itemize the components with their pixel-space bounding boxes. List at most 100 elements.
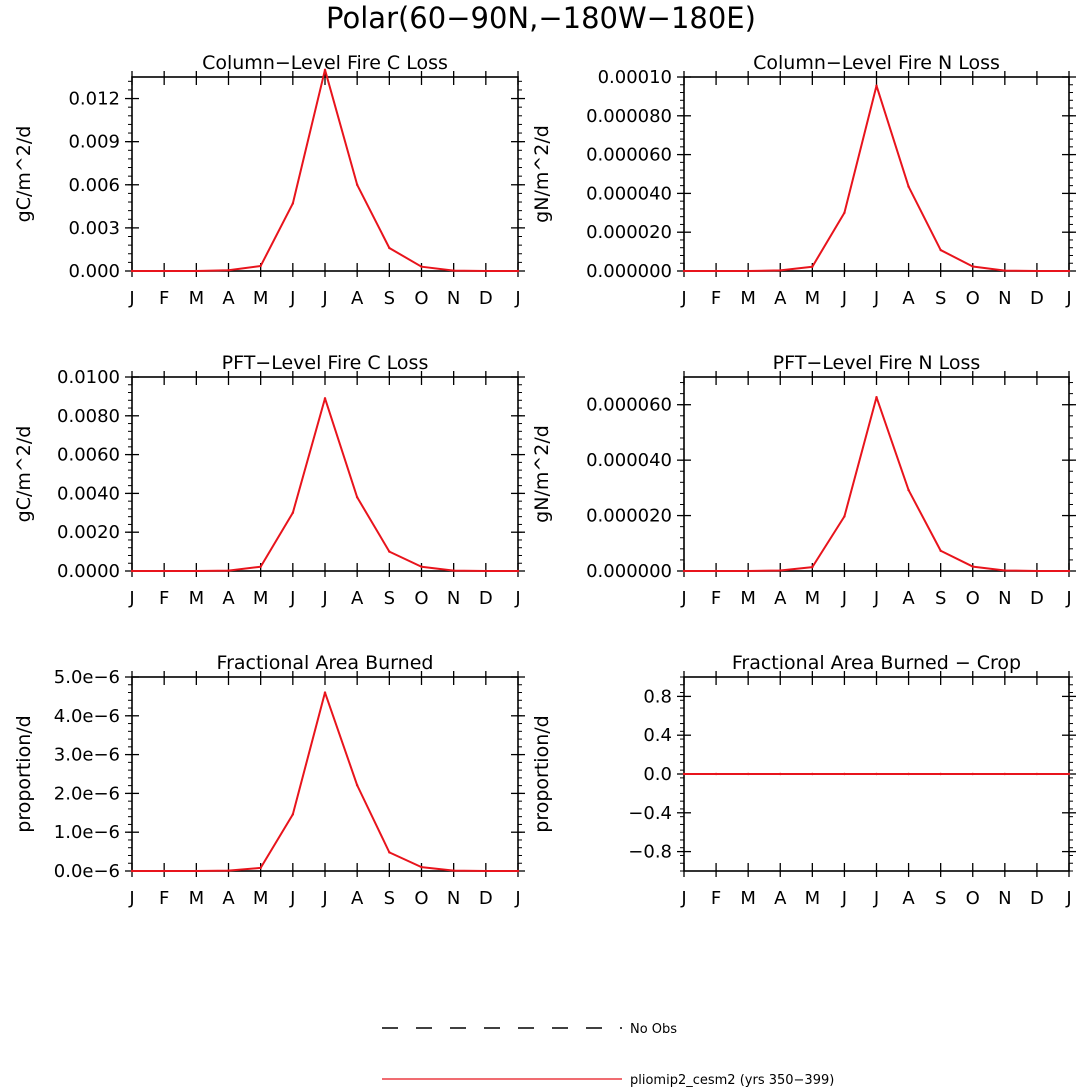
x-tick-label: S [384,588,395,609]
x-tick-label: J [321,588,327,609]
x-tick-label: J [1065,288,1071,309]
x-tick-label: J [321,288,327,309]
x-tick-label: A [902,288,915,309]
data-point [907,772,910,776]
data-point [452,569,455,572]
x-tick-label: M [253,888,269,909]
data-point [746,569,750,573]
x-tick-label: M [253,288,269,309]
data-point [875,772,878,776]
data-point [388,246,391,250]
data-point [1003,569,1007,572]
y-tick-label: 0.8 [643,686,672,707]
x-tick-label: F [159,288,169,309]
x-tick-label: A [351,888,364,909]
y-axis-label: gC/m^2/d [13,126,35,223]
data-point [971,565,974,568]
data-point [323,68,327,72]
x-tick-label: N [447,588,460,609]
x-tick-label: S [935,288,946,309]
y-tick-label: 0.0020 [57,522,120,543]
y-tick-label: 0.012 [68,89,120,110]
y-axis-label: proportion/d [531,715,553,832]
data-point [971,772,974,776]
data-point [1067,772,1071,776]
data-point [259,264,262,268]
x-tick-label: J [841,588,847,609]
x-tick-label: J [680,288,686,309]
data-point [907,488,910,492]
y-axis-label: gN/m^2/d [531,125,553,223]
data-point [355,784,359,787]
panel-title: Column−Level Fire N Loss [753,52,1000,74]
x-tick-label: J [1065,588,1071,609]
y-tick-label: 0.000080 [586,106,672,127]
y-tick-label: 2.0e−6 [54,783,120,804]
y-tick-label: 0.009 [68,132,120,153]
x-tick-label: M [253,588,269,609]
y-tick-label: 0.0e−6 [54,861,120,882]
data-point [227,269,230,272]
x-tick-label: F [711,588,721,609]
x-tick-label: A [222,288,235,309]
y-tick-label: 0.000000 [586,261,672,282]
x-tick-label: O [966,288,980,309]
y-tick-label: −0.8 [628,842,672,863]
data-point [714,269,718,273]
x-tick-label: D [479,888,493,909]
plot-frame [683,76,1070,272]
legend-label: No Obs [630,1022,677,1037]
x-tick-label: J [1065,888,1071,909]
data-point [746,269,750,273]
data-point [516,569,520,573]
x-tick-label: D [479,588,493,609]
data-point [1003,269,1007,272]
x-tick-label: D [1030,288,1044,309]
data-point [259,565,262,568]
x-tick-label: D [1030,888,1044,909]
data-point [811,565,814,569]
data-point [227,569,230,572]
data-point [130,869,134,873]
x-tick-label: N [447,288,460,309]
x-tick-label: S [384,888,395,909]
x-tick-label: S [384,288,395,309]
x-tick-label: J [289,588,295,609]
y-tick-label: 5.0e−6 [54,667,120,688]
x-tick-label: A [774,588,787,609]
data-point [811,265,814,268]
y-tick-label: 0.000040 [586,450,672,471]
y-tick-label: 0.0000 [57,561,120,582]
x-tick-label: F [711,888,721,909]
legend-label: pliomip2_cesm2 (yrs 350−399) [630,1073,834,1088]
y-tick-label: 0.0080 [57,406,120,427]
panel-title: PFT−Level Fire C Loss [222,352,429,374]
x-tick-label: N [998,288,1011,309]
data-point [484,869,488,873]
data-point [162,269,166,273]
plot-frame [683,376,1070,572]
data-point [484,569,488,573]
data-point [355,183,359,186]
data-point [162,869,166,873]
data-point [516,269,520,273]
data-point [388,851,391,854]
data-point [195,569,198,573]
panel-title: Column−Level Fire C Loss [202,52,448,74]
data-point [420,865,423,869]
data-point [875,396,878,399]
data-point [323,691,327,694]
x-tick-label: A [902,888,915,909]
data-point [1067,269,1071,273]
data-point [323,397,327,400]
x-tick-label: M [740,288,756,309]
x-tick-label: D [479,288,493,309]
data-point [843,772,846,776]
data-point [452,269,455,272]
x-tick-label: A [774,288,787,309]
x-tick-label: D [1030,588,1044,609]
